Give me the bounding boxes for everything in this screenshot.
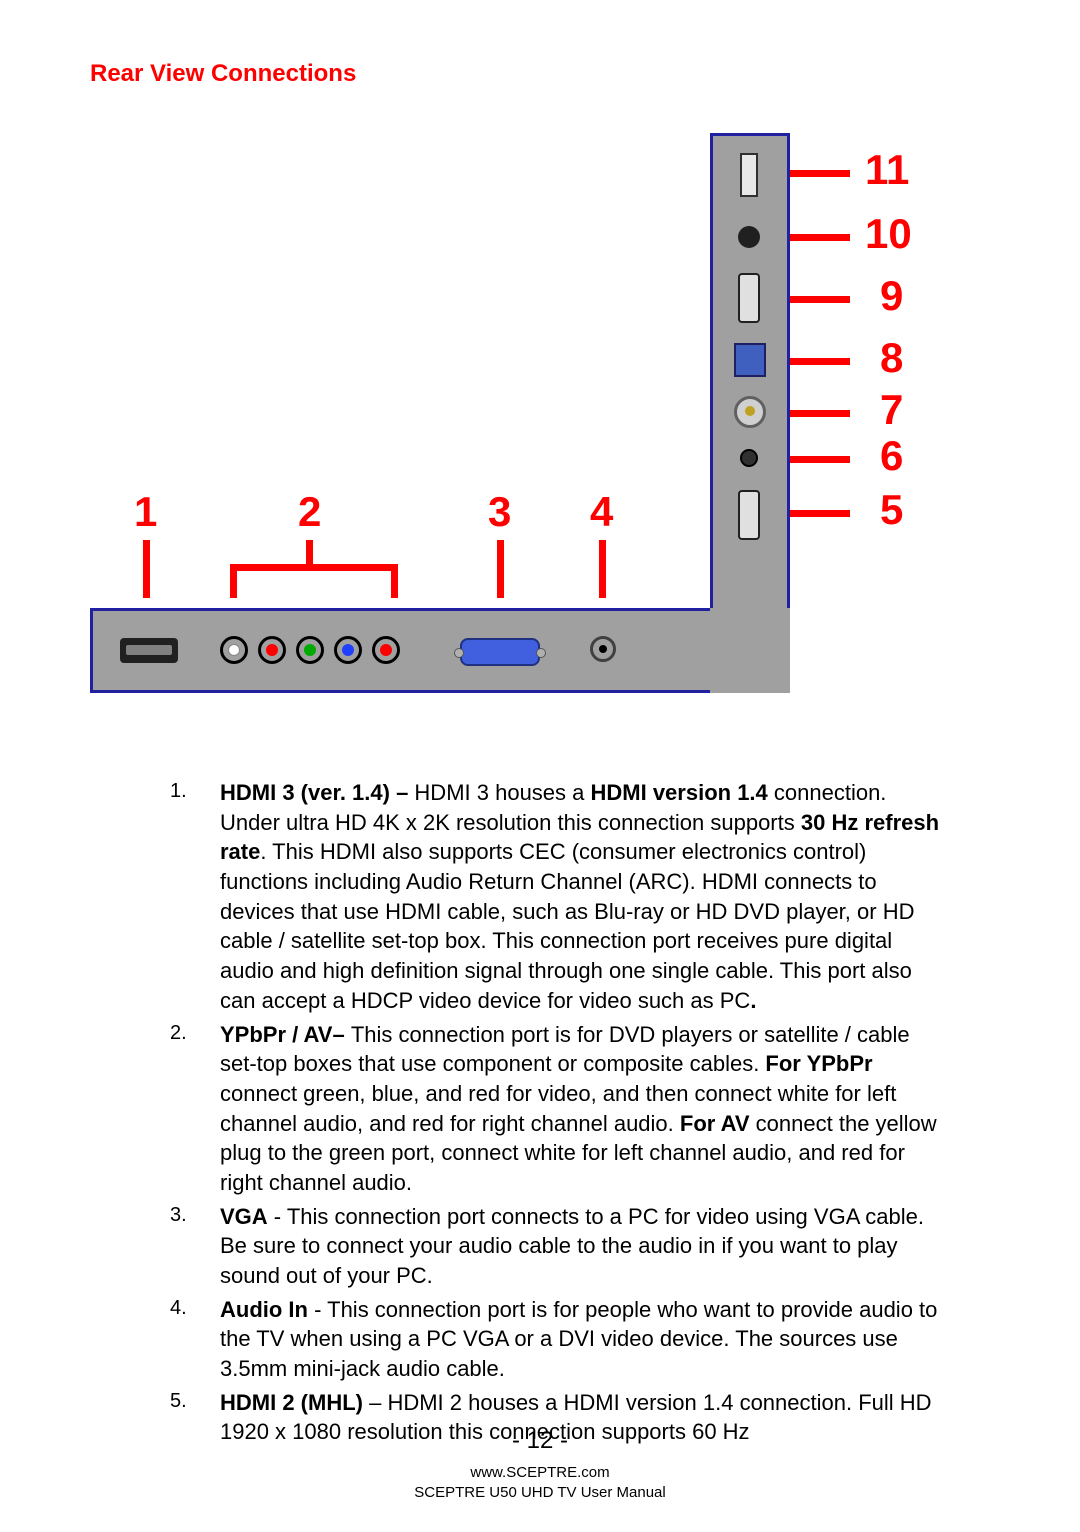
list-lead: Audio In: [220, 1297, 308, 1322]
callout-line: [306, 540, 313, 564]
list-body: - This connection port connects to a PC …: [220, 1204, 924, 1288]
callout-line: [790, 170, 850, 177]
label-5: 5: [880, 486, 903, 534]
label-7: 7: [880, 386, 903, 434]
rca-red-icon: [258, 636, 286, 664]
footer-url: www.SCEPTRE.com: [0, 1463, 1080, 1483]
hdmi-port-icon: [738, 273, 760, 323]
callout-line: [230, 564, 237, 598]
label-4: 4: [590, 488, 613, 536]
callout-line: [790, 410, 850, 417]
page-footer: - 12 - www.SCEPTRE.com SCEPTRE U50 UHD T…: [0, 1427, 1080, 1502]
label-9: 9: [880, 272, 903, 320]
list-body: This connection port is for DVD players …: [220, 1022, 937, 1195]
headphone-jack-icon: [738, 226, 760, 248]
list-item: VGA - This connection port connects to a…: [170, 1202, 950, 1291]
label-2: 2: [298, 488, 321, 536]
list-lead: HDMI 2 (MHL): [220, 1390, 363, 1415]
label-11: 11: [865, 146, 909, 194]
audio-in-icon: [590, 636, 616, 662]
callout-line: [599, 540, 606, 598]
list-item: Audio In - This connection port is for p…: [170, 1295, 950, 1384]
label-1: 1: [134, 488, 157, 536]
callout-line: [790, 510, 850, 517]
list-body: HDMI 3 houses a HDMI version 1.4 connect…: [220, 780, 939, 1013]
page-number: - 12 -: [0, 1427, 1080, 1455]
rca-red2-icon: [372, 636, 400, 664]
list-lead: VGA: [220, 1204, 268, 1229]
rca-blue-icon: [334, 636, 362, 664]
rca-green-icon: [296, 636, 324, 664]
panel-horizontal: [90, 608, 790, 693]
rear-view-diagram: 11 10 9 8 7 6 5 1 2 3 4: [90, 118, 990, 738]
rca-white-icon: [220, 636, 248, 664]
usb-port-icon: [740, 153, 758, 197]
vga-port-icon: [460, 638, 540, 666]
label-8: 8: [880, 334, 903, 382]
coax-port-icon: [734, 396, 766, 428]
list-body: - This connection port is for people who…: [220, 1297, 937, 1381]
hdmi2-port-icon: [738, 490, 760, 540]
connection-list: HDMI 3 (ver. 1.4) – HDMI 3 houses a HDMI…: [90, 768, 990, 1447]
footer-manual: SCEPTRE U50 UHD TV User Manual: [0, 1483, 1080, 1503]
panel-joint: [710, 608, 790, 693]
list-lead: YPbPr / AV–: [220, 1022, 351, 1047]
list-item: HDMI 3 (ver. 1.4) – HDMI 3 houses a HDMI…: [170, 778, 950, 1016]
callout-line: [790, 234, 850, 241]
list-lead: HDMI 3 (ver. 1.4) –: [220, 780, 414, 805]
callout-line: [143, 540, 150, 598]
callout-line: [391, 564, 398, 598]
callout-line: [497, 540, 504, 598]
section-title: Rear View Connections: [90, 60, 990, 88]
optical-port-icon: [734, 343, 766, 377]
label-6: 6: [880, 432, 903, 480]
list-item: YPbPr / AV– This connection port is for …: [170, 1020, 950, 1198]
hdmi3-port-icon: [120, 638, 178, 663]
audio-jack-icon: [740, 449, 758, 467]
callout-line: [790, 456, 850, 463]
label-3: 3: [488, 488, 511, 536]
label-10: 10: [865, 210, 912, 258]
callout-line: [790, 296, 850, 303]
callout-line: [230, 564, 398, 571]
callout-line: [790, 358, 850, 365]
